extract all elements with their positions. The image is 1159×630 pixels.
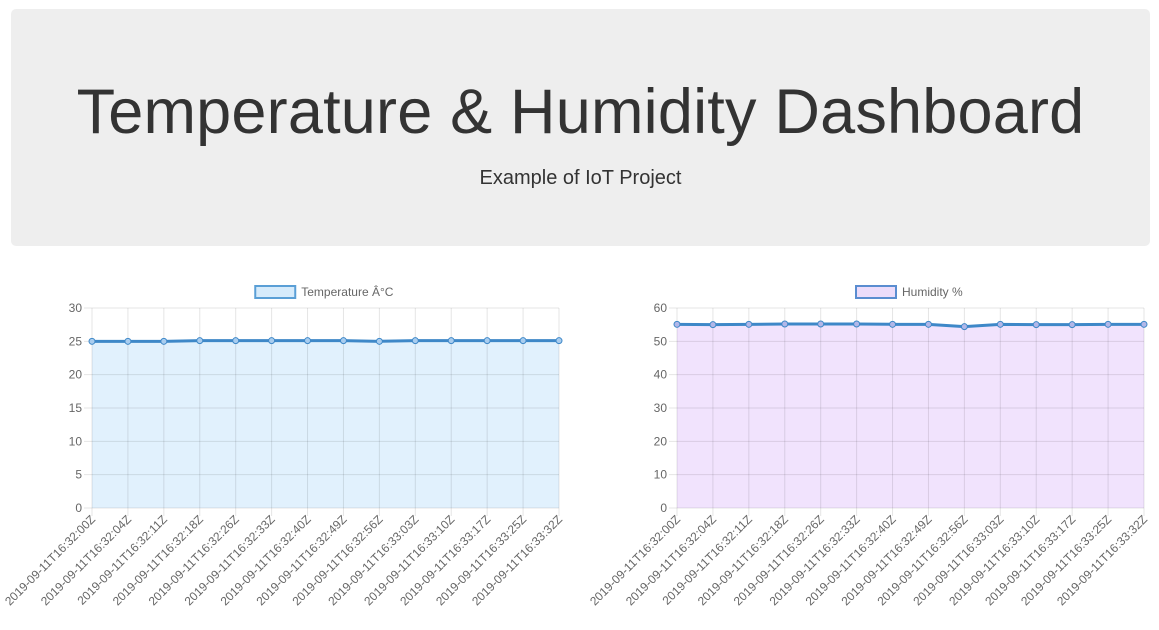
y-tick-label: 0: [75, 501, 82, 515]
series-line: [676, 322, 1144, 329]
data-point: [924, 320, 932, 328]
data-point: [196, 337, 204, 345]
series-line: [92, 339, 559, 343]
y-tick-label: 30: [654, 401, 668, 415]
data-point: [304, 337, 312, 345]
legend-label: Humidity %: [902, 285, 963, 299]
page-subtitle: Example of IoT Project: [479, 167, 682, 189]
legend-swatch: [254, 285, 297, 299]
data-point: [1104, 320, 1112, 328]
data-point: [709, 321, 717, 329]
data-point: [889, 320, 897, 328]
data-point: [1032, 321, 1040, 329]
data-point: [447, 337, 455, 345]
y-tick-label: 25: [69, 334, 83, 348]
y-tick-label: 0: [660, 501, 667, 515]
data-point: [88, 337, 96, 345]
y-tick-label: 10: [69, 434, 83, 448]
area-fill: [677, 324, 1144, 508]
data-point: [817, 320, 825, 328]
data-point: [781, 320, 789, 328]
legend-swatch: [855, 285, 897, 299]
data-point: [483, 337, 491, 345]
data-point: [375, 337, 383, 345]
y-tick-label: 10: [654, 468, 668, 482]
area-fill: [92, 340, 559, 508]
y-tick-label: 40: [654, 368, 668, 382]
data-point: [268, 337, 276, 345]
data-point: [996, 320, 1004, 328]
humidity-chart: Humidity %01020304050602019-09-11T16:32:…: [587, 285, 1150, 608]
data-point: [411, 337, 419, 345]
y-tick-label: 20: [654, 434, 668, 448]
data-point: [1068, 321, 1076, 329]
header-banner: Temperature & Humidity Dashboard Example…: [11, 9, 1150, 246]
legend-label: Temperature Â°C: [301, 284, 394, 299]
data-point: [853, 320, 861, 328]
data-point: [1140, 320, 1148, 328]
y-tick-label: 60: [654, 301, 668, 315]
data-point: [339, 337, 347, 345]
data-point: [124, 337, 132, 345]
data-point: [232, 337, 240, 345]
data-point: [160, 337, 168, 345]
data-point: [745, 320, 753, 328]
y-tick-label: 15: [69, 401, 83, 415]
y-tick-label: 50: [654, 334, 668, 348]
y-tick-label: 5: [75, 468, 82, 482]
data-point: [519, 337, 527, 345]
y-tick-label: 20: [69, 368, 83, 382]
y-tick-label: 30: [69, 301, 83, 315]
data-point: [960, 323, 968, 331]
data-point: [673, 320, 681, 328]
data-point: [555, 337, 563, 345]
temperature-chart: Temperature Â°C0510152025302019-09-11T16…: [2, 284, 565, 608]
page-title: Temperature & Humidity Dashboard: [76, 77, 1085, 147]
